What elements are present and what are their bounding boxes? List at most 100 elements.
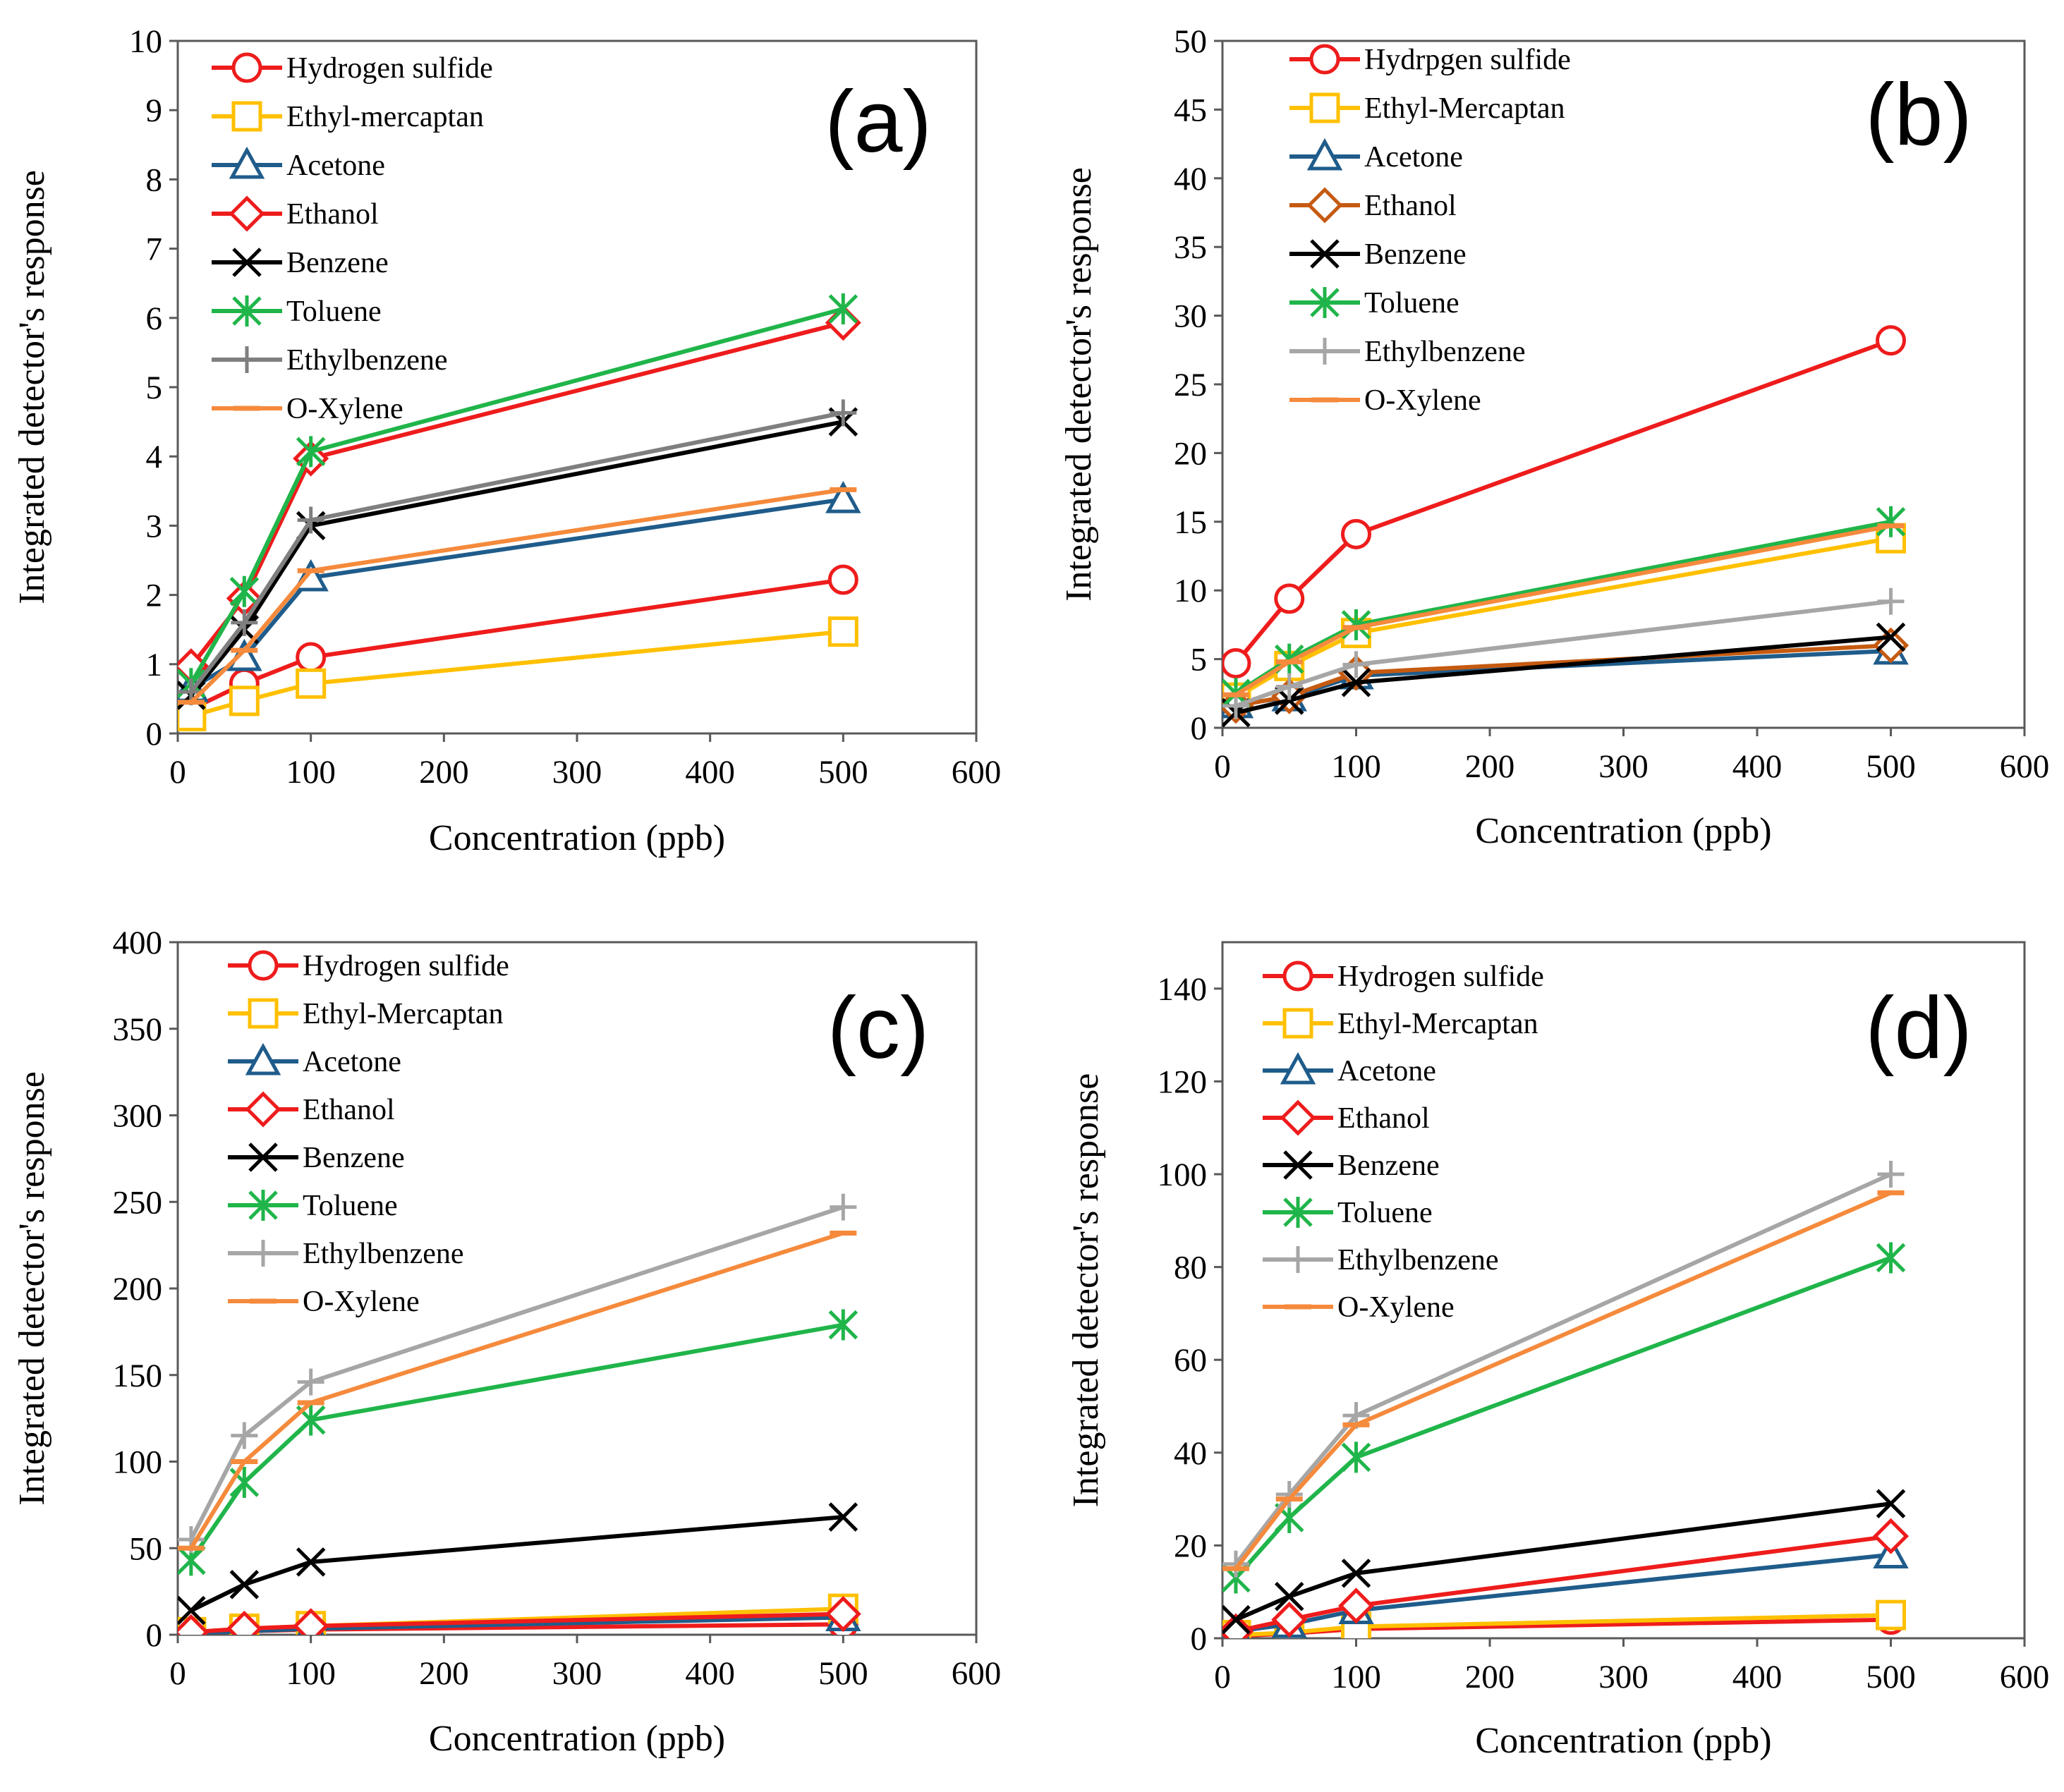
- x-tick-label: 600: [2000, 1659, 2050, 1695]
- legend-marker: [248, 1190, 278, 1221]
- legend-marker: [1280, 1052, 1316, 1085]
- series-ethylbenzene: [1222, 587, 1905, 719]
- legend-label: Benzene: [1337, 1150, 1440, 1182]
- legend-marker: [250, 1240, 277, 1267]
- data-point: [827, 564, 858, 595]
- legend-label: Ethylbenzene: [1364, 336, 1526, 368]
- legend-marker: [231, 101, 262, 132]
- legend-item: Ethyl-Mercaptan: [1263, 1008, 1538, 1040]
- y-tick-label: 45: [1174, 92, 1207, 128]
- y-tick-label: 4: [146, 439, 163, 475]
- y-tick-label: 50: [129, 1530, 162, 1567]
- legend-marker: [1306, 187, 1343, 224]
- y-tick-label: 20: [1174, 435, 1207, 472]
- data-point: [178, 1614, 210, 1635]
- legend-item: Ethanol: [1263, 1099, 1430, 1136]
- data-point: [1876, 325, 1906, 356]
- x-tick-label: 0: [1214, 748, 1231, 785]
- panel-tag: (a): [825, 73, 932, 171]
- series-line: [1235, 635, 1891, 715]
- legend-item: Acetone: [228, 1042, 401, 1078]
- panel-tag: (d): [1865, 980, 1972, 1077]
- data-point: [293, 1608, 329, 1635]
- panel-c: 0 50 100 150 200 250 300 350 400 0 100 200 300 400 500…: [12, 925, 1001, 1759]
- data-point: [231, 609, 258, 636]
- series-line: [190, 629, 844, 719]
- legend-item: Ethylbenzene: [212, 344, 448, 377]
- data-point: [1342, 651, 1370, 678]
- series-o-xylene: [178, 1230, 857, 1551]
- y-tick-label: 7: [146, 231, 163, 268]
- data-point: [1877, 1161, 1905, 1188]
- series-line: [1235, 1613, 1891, 1638]
- legend: Hydrogen sulfide Ethyl-mercaptan Acetone Et…: [212, 52, 493, 425]
- series-toluene: [178, 1309, 858, 1576]
- legend-item: Benzene: [212, 247, 389, 279]
- series-benzene: [1222, 1489, 1906, 1635]
- panel-tag: (b): [1865, 66, 1972, 164]
- series-layer: [1222, 325, 1910, 728]
- legend-label: O-Xylene: [303, 1286, 420, 1318]
- legend-marker: [1310, 239, 1340, 269]
- legend-item: Ethyl-Mercaptan: [1289, 92, 1565, 125]
- legend-item: Ethyl-mercaptan: [212, 101, 484, 133]
- y-tick-label: 250: [113, 1184, 163, 1221]
- data-point: [825, 480, 861, 513]
- legend-marker: [248, 1142, 278, 1172]
- series-ethylbenzene: [178, 1193, 857, 1553]
- series-line: [1234, 1190, 1892, 1571]
- legend-label: Benzene: [286, 247, 389, 279]
- legend-marker: [1285, 1246, 1311, 1273]
- y-tick-label: 6: [146, 300, 163, 337]
- y-axis-label: Integrated detector's response: [12, 1071, 52, 1506]
- data-point: [178, 1595, 206, 1626]
- legend-marker: [248, 950, 279, 981]
- legend-marker: [1306, 138, 1343, 171]
- legend-label: O-Xylene: [1364, 384, 1481, 417]
- data-point: [293, 559, 329, 592]
- legend-label: Toluene: [1364, 287, 1459, 319]
- series-line: [1234, 599, 1891, 708]
- x-tick-label: 400: [685, 1655, 735, 1692]
- data-point: [229, 575, 260, 607]
- legend-marker: [232, 248, 262, 277]
- panel-tag: (c): [827, 980, 930, 1077]
- series-line: [1235, 1534, 1891, 1634]
- series-ethyl-mercaptan: [178, 616, 858, 731]
- x-tick-label: 300: [552, 754, 602, 791]
- series-line: [190, 578, 844, 712]
- y-tick-label: 140: [1158, 971, 1208, 1008]
- data-point: [1222, 1604, 1251, 1635]
- x-tick-label: 300: [1598, 748, 1649, 785]
- data-point: [1341, 1441, 1371, 1473]
- series-line: [1234, 1501, 1891, 1622]
- data-point: [296, 1547, 326, 1577]
- legend-item: Toluene: [1289, 287, 1459, 319]
- legend-label: Acetone: [286, 150, 385, 182]
- legend-label: Ethanol: [303, 1094, 395, 1126]
- legend-item: Acetone: [212, 146, 385, 182]
- y-tick-label: 60: [1174, 1342, 1207, 1379]
- legend-marker: [1311, 338, 1338, 365]
- x-tick-label: 300: [552, 1655, 602, 1692]
- data-point: [1222, 1550, 1249, 1578]
- series-benzene: [178, 1502, 858, 1626]
- legend-label: Ethanol: [1364, 190, 1457, 222]
- series-o-xylene: [178, 487, 857, 705]
- legend-label: Hydrogen sulfide: [286, 52, 493, 85]
- y-tick-label: 0: [1191, 1621, 1208, 1657]
- data-point: [297, 506, 324, 534]
- y-tick-label: 400: [113, 925, 163, 961]
- legend-label: Acetone: [1364, 141, 1463, 173]
- x-tick-label: 500: [1866, 1659, 1916, 1695]
- series-line: [189, 410, 844, 693]
- legend-item: O-Xylene: [228, 1286, 420, 1318]
- x-tick-label: 400: [1732, 1659, 1783, 1695]
- series-line: [1235, 1552, 1891, 1634]
- data-point: [830, 1193, 857, 1221]
- y-tick-label: 15: [1174, 504, 1207, 541]
- legend-marker: [245, 1042, 281, 1075]
- x-tick-label: 200: [1465, 1659, 1515, 1695]
- legend: Hydrogen sulfide Ethyl-Mercaptan Acetone Et…: [228, 950, 509, 1318]
